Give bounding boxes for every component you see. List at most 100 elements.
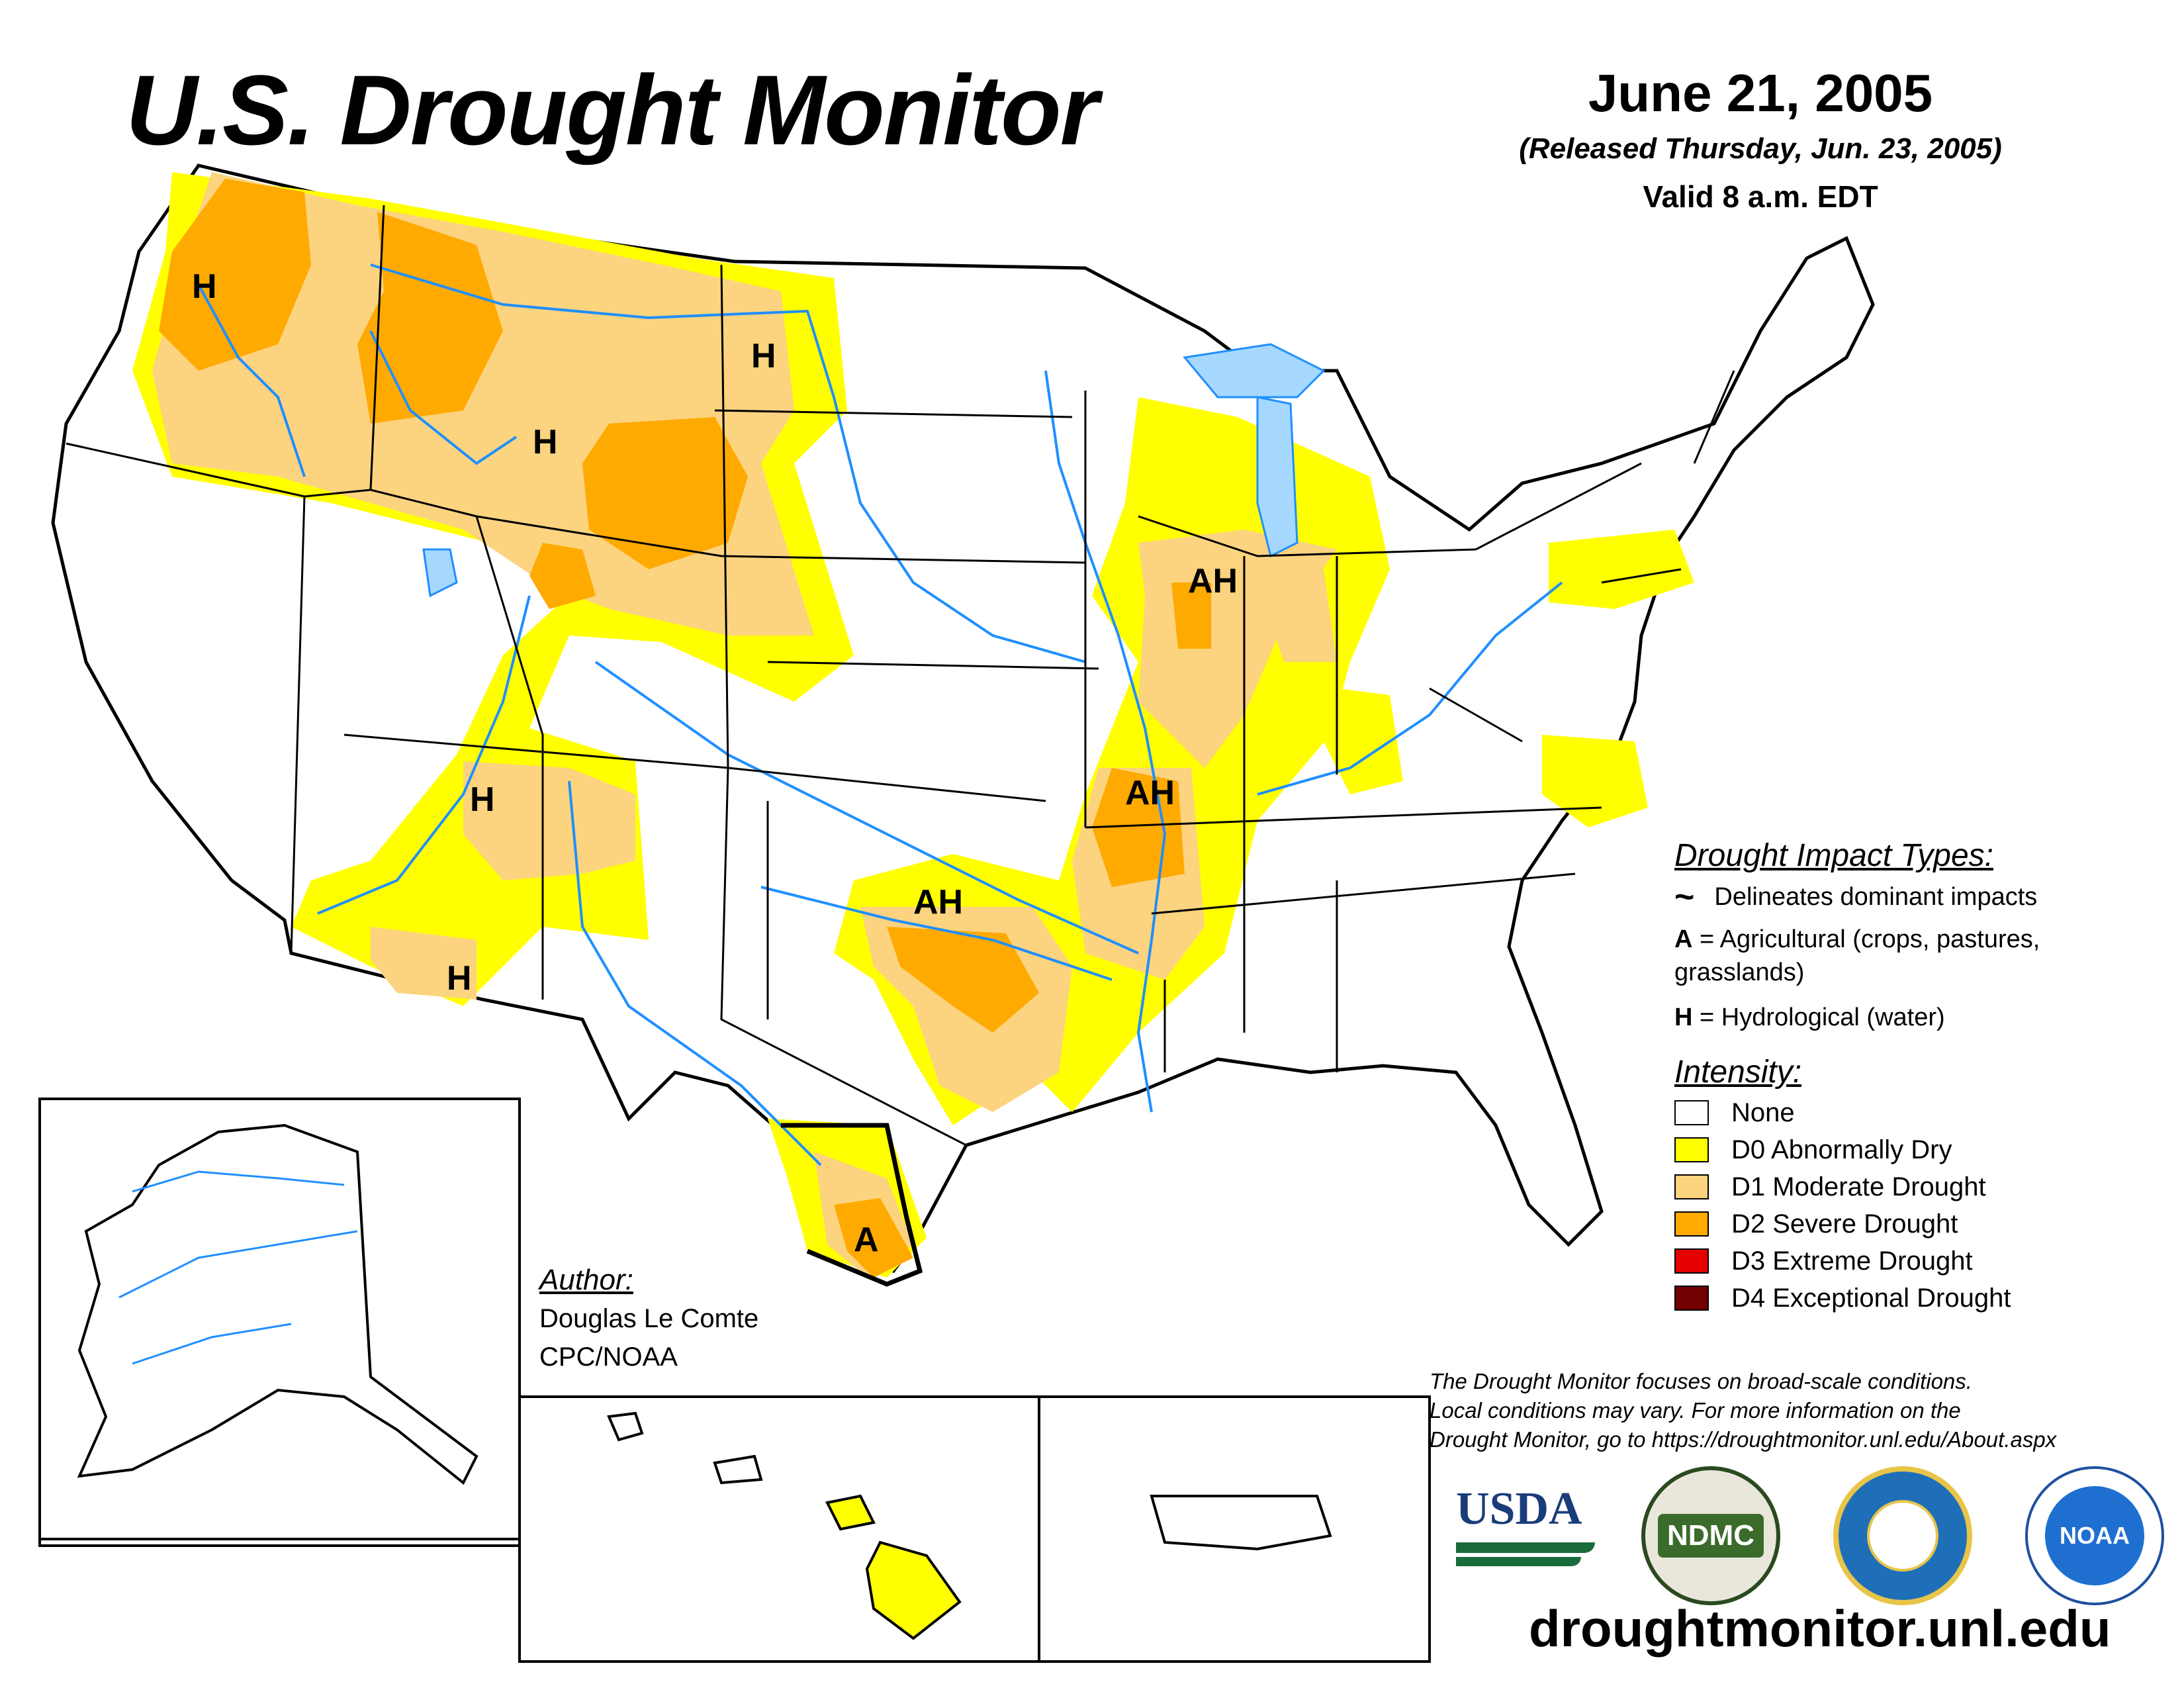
note-line-1: The Drought Monitor focuses on broad-sca… <box>1430 1369 1972 1393</box>
intensity-row-d1: D1 Moderate Drought <box>1674 1168 2177 1205</box>
state-boundaries <box>66 205 1735 1147</box>
intensity-row-d0: D0 Abnormally Dry <box>1674 1131 2177 1168</box>
missouri-river <box>370 263 1086 663</box>
lake-superior <box>1183 343 1326 399</box>
intensity-label-d0: D0 Abnormally Dry <box>1731 1135 1952 1164</box>
site-url[interactable]: droughtmonitor.unl.edu <box>1529 1599 2111 1658</box>
texas-impact-line <box>781 1123 923 1287</box>
intensity-heading: Intensity: <box>1674 1055 1802 1090</box>
intensity-row-d4: D4 Exceptional Drought <box>1674 1280 2177 1317</box>
intensity-row-d2: D2 Severe Drought <box>1674 1205 2177 1243</box>
impact-line-icon: ~ <box>1674 878 1695 916</box>
label-il: AH <box>1188 562 1238 600</box>
hawaii-big-island <box>865 1540 962 1640</box>
delineates-text: Delineates dominant impacts <box>1714 883 2038 911</box>
great-salt-lake <box>422 548 458 598</box>
intensity-label-none: None <box>1731 1098 1795 1127</box>
agricultural-row: A = Agricultural (crops, pastures, <box>1674 923 2177 956</box>
d1-indiana <box>1257 569 1337 662</box>
agricultural-row-2: grasslands) <box>1674 959 1805 986</box>
intensity-label-d1: D1 Moderate Drought <box>1731 1172 1986 1201</box>
label-nd: H <box>751 337 776 375</box>
usda-logo-text: USDA <box>1456 1483 1582 1534</box>
puerto-rico-inset <box>1038 1395 1431 1663</box>
swatch-d3 <box>1674 1248 1709 1274</box>
intensity-label-d2: D2 Severe Drought <box>1731 1209 1958 1239</box>
release-date: (Released Thursday, Jun. 23, 2005) <box>1519 132 2002 165</box>
rivers <box>197 263 1563 1166</box>
hydrological-key: H <box>1674 1004 1693 1031</box>
hawaii-maui <box>825 1494 876 1531</box>
intensity-row-d3: D3 Extreme Drought <box>1674 1243 2177 1280</box>
ndmc-logo: NDMC <box>1641 1466 1780 1605</box>
d2-washington <box>159 179 311 371</box>
hawaii-oahu <box>713 1454 763 1485</box>
author-name: Douglas Le Comte <box>539 1304 759 1333</box>
d2-areas <box>159 179 1211 1278</box>
swatch-d0 <box>1674 1137 1709 1162</box>
d2-idaho-montana <box>357 212 503 424</box>
swatch-d2 <box>1674 1211 1709 1237</box>
red-river <box>760 886 1113 981</box>
usda-logo: USDA <box>1456 1483 1595 1582</box>
colorado-river <box>317 595 531 915</box>
hydrological-text: = Hydrological (water) <box>1700 1004 1945 1031</box>
d0-kentucky <box>1324 688 1403 794</box>
ohio-river <box>1257 581 1563 796</box>
noaa-logo: NOAA <box>2025 1466 2164 1605</box>
rio-grande <box>568 780 822 1166</box>
swatch-d4 <box>1674 1286 1709 1311</box>
impact-boundaries <box>781 1123 923 1287</box>
swatch-d1 <box>1674 1174 1709 1199</box>
intensity-label-d3: D3 Extreme Drought <box>1731 1246 1973 1276</box>
d2-wyoming-small <box>529 543 596 609</box>
map-date: June 21, 2005 <box>1588 64 1933 122</box>
author-heading: Author: <box>539 1264 633 1296</box>
label-az: H <box>447 959 472 998</box>
label-ut: H <box>470 780 495 819</box>
alaska-land <box>77 1123 478 1485</box>
impact-types-heading: Drought Impact Types: <box>1674 838 1993 873</box>
intensity-row-none: None <box>1674 1094 2177 1131</box>
d2-wyoming <box>582 417 748 569</box>
columbia-river <box>197 284 306 477</box>
valid-time: Valid 8 a.m. EDT <box>1643 179 1878 214</box>
swatch-none <box>1674 1100 1709 1125</box>
puerto-rico-land <box>1150 1495 1332 1551</box>
d2-texas-south <box>834 1198 913 1278</box>
great-lakes <box>422 343 1326 598</box>
agricultural-text: = Agricultural (crops, pastures, <box>1700 925 2040 953</box>
intensity-list: None D0 Abnormally Dry D1 Moderate Droug… <box>1674 1094 2177 1317</box>
d0-northcarolina <box>1542 735 1648 827</box>
label-ok: AH <box>913 883 963 921</box>
d0-pennsylvania <box>1549 530 1694 609</box>
disclaimer-note: The Drought Monitor focuses on broad-sca… <box>1430 1367 2177 1454</box>
alaska-inset <box>38 1098 521 1547</box>
legend: Drought Impact Types: ~ Delineates domin… <box>1674 837 2177 1317</box>
snake-river <box>369 330 518 465</box>
note-line-3: Drought Monitor, go to https://droughtmo… <box>1430 1427 2057 1452</box>
noaa-logo-text: NOAA <box>2060 1522 2130 1549</box>
label-ar: AH <box>1125 774 1175 812</box>
d1-arizona <box>371 927 477 1000</box>
commerce-seal-logo <box>1833 1466 1972 1605</box>
delineates-row: ~ Delineates dominant impacts <box>1674 880 2177 914</box>
note-line-2: Local conditions may vary. For more info… <box>1430 1398 1961 1423</box>
label-wa: H <box>192 267 217 306</box>
ndmc-logo-text: NDMC <box>1658 1514 1764 1558</box>
agricultural-key: A <box>1674 925 1693 953</box>
impact-labels: H H H H H AH AH AH A <box>192 267 1238 1259</box>
map-title: U.S. Drought Monitor <box>126 54 1099 165</box>
hawaii-inset <box>518 1395 1040 1663</box>
lake-michigan <box>1256 396 1298 558</box>
hawaii-kauai <box>607 1411 644 1442</box>
mississippi-river <box>1044 370 1167 1113</box>
author-block: Author: Douglas Le Comte CPC/NOAA <box>539 1261 758 1376</box>
author-org: CPC/NOAA <box>539 1342 678 1372</box>
d2-illinois <box>1171 583 1211 649</box>
label-mt-wy: H <box>533 423 558 461</box>
label-tx: A <box>854 1221 879 1259</box>
intensity-label-d4: D4 Exceptional Drought <box>1731 1283 2011 1313</box>
